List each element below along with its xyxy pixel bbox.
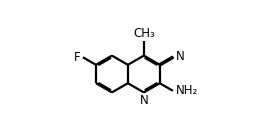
Text: CH₃: CH₃ [133,27,155,40]
Text: N: N [139,94,148,107]
Text: NH₂: NH₂ [176,84,198,97]
Text: N: N [176,50,185,63]
Text: F: F [74,51,80,64]
